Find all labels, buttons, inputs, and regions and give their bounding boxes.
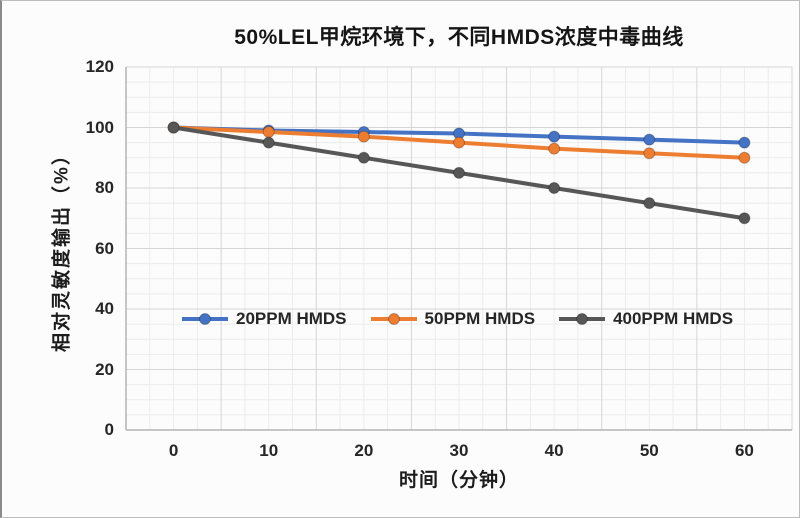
data-point [262,126,275,139]
x-tick-label: 20 [354,441,374,460]
legend-swatch-icon [559,313,606,325]
y-tick-label: 120 [85,57,114,76]
data-point [643,147,656,160]
y-tick-label: 100 [85,117,114,137]
x-tick-label: 30 [449,441,469,460]
legend-label: 400PPM HMDS [613,309,734,328]
y-tick-label: 0 [104,420,114,439]
x-tick-label: 50 [639,441,659,460]
data-point [167,121,180,134]
y-tick-label: 20 [95,359,114,379]
data-point [643,133,656,146]
legend-swatch-icon [182,313,228,325]
x-axis-title: 时间（分钟） [398,470,519,491]
x-tick-label: 60 [734,441,754,460]
chart-title: 50%LEL甲烷环境下，不同HMDS浓度中毒曲线 [234,26,684,49]
data-point [643,197,656,210]
data-point [738,212,751,225]
data-point [453,136,465,149]
legend-item-50ppm-hmds: 50PPM HMDS [370,309,536,329]
data-point [262,136,275,149]
data-point [548,182,561,194]
legend-item-400ppm-hmds: 400PPM HMDS [559,309,733,329]
y-tick-label: 40 [95,299,114,318]
x-tick-label: 10 [259,441,279,460]
y-tick-label: 80 [95,178,114,197]
data-point [453,166,465,179]
x-tick-label: 0 [168,441,179,460]
legend: 20PPM HMDS 50PPM HMDS 400PPM HMDS [182,309,733,329]
x-tick-label: 40 [544,441,564,460]
y-tick-label: 60 [95,238,114,258]
data-point [548,142,561,155]
data-point [738,151,751,164]
legend-item-20ppm-hmds: 20PPM HMDS [182,309,347,329]
data-point [357,130,370,143]
data-point [738,136,751,149]
legend-swatch-icon [370,313,417,325]
data-point [357,151,370,164]
data-point [548,130,561,143]
legend-label: 20PPM HMDS [236,309,347,328]
legend-label: 50PPM HMDS [424,309,536,328]
